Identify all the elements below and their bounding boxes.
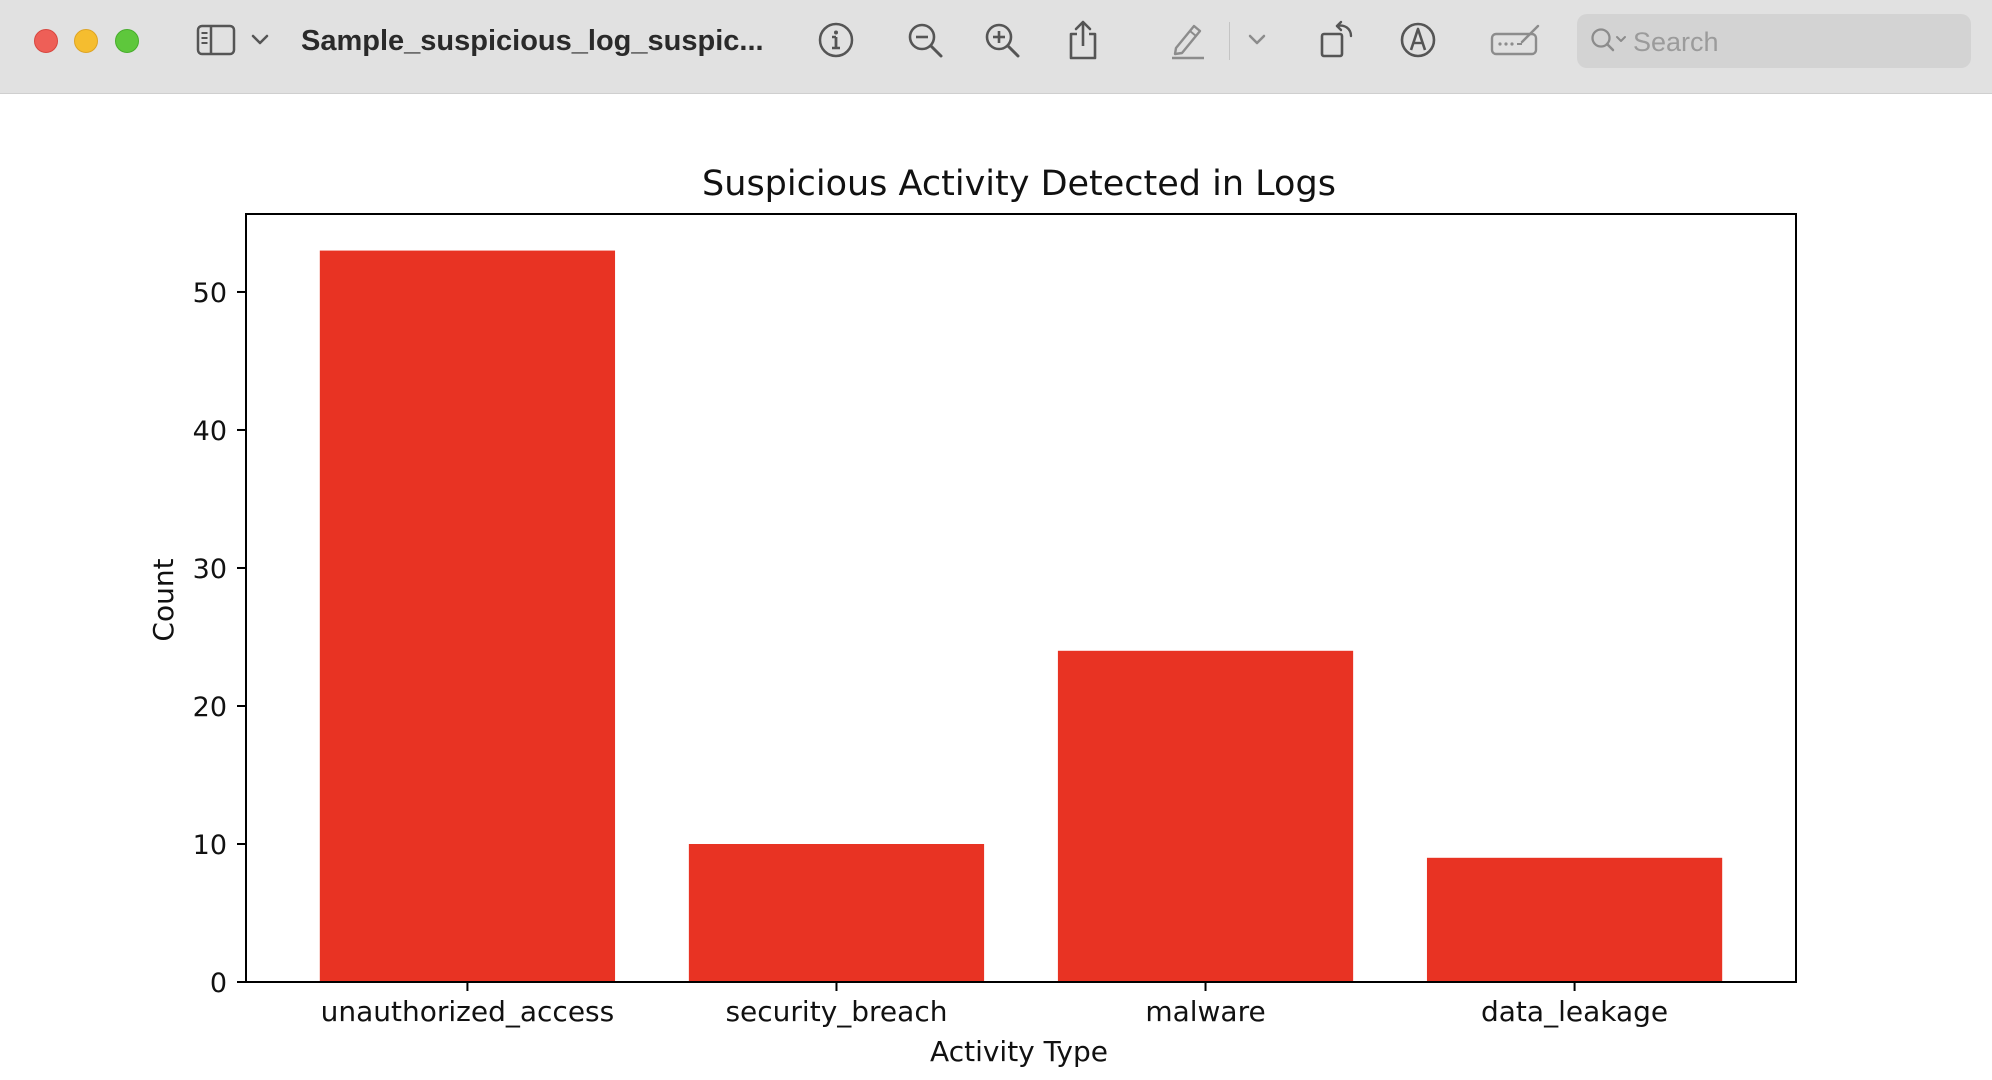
x-tick-label: unauthorized_access bbox=[321, 995, 615, 1028]
search-field[interactable] bbox=[1577, 14, 1971, 68]
close-window-button[interactable] bbox=[34, 29, 58, 53]
document-title: Sample_suspicious_log_suspic... bbox=[301, 25, 764, 57]
bar-chart: Suspicious Activity Detected in Logs 0 10… bbox=[147, 164, 1797, 1068]
x-axis-label: Activity Type bbox=[930, 1035, 1108, 1068]
share-icon[interactable] bbox=[1061, 18, 1105, 62]
y-tick-label: 30 bbox=[193, 554, 227, 585]
search-icon bbox=[1591, 28, 1626, 52]
sidebar-toggle-icon[interactable] bbox=[194, 18, 238, 62]
info-icon[interactable] bbox=[814, 18, 858, 62]
signature-icon[interactable] bbox=[1490, 18, 1542, 62]
y-tick-label: 10 bbox=[193, 830, 227, 861]
plot-frame bbox=[245, 213, 1797, 983]
x-tick-label: data_leakage bbox=[1481, 995, 1668, 1028]
sidebar-menu-chevron-down-icon[interactable] bbox=[239, 18, 281, 62]
title-toolbar: Sample_suspicious_log_suspic... bbox=[0, 0, 1992, 94]
zoom-out-icon[interactable] bbox=[903, 18, 947, 62]
y-tick-label: 0 bbox=[210, 968, 227, 999]
rotate-icon[interactable] bbox=[1315, 18, 1359, 62]
bar-unauthorized_access bbox=[319, 250, 616, 983]
highlight-pen-icon[interactable] bbox=[1166, 18, 1210, 62]
toolbar-divider bbox=[1229, 22, 1230, 60]
markup-icon[interactable] bbox=[1396, 18, 1440, 62]
y-tick-label: 50 bbox=[193, 278, 227, 309]
x-tick-label: security_breach bbox=[725, 995, 947, 1028]
y-tick-label: 40 bbox=[193, 416, 227, 447]
highlight-options-chevron-down-icon[interactable] bbox=[1236, 18, 1278, 62]
bar-security_breach bbox=[688, 843, 985, 982]
y-tick-label: 20 bbox=[193, 692, 227, 723]
zoom-window-button[interactable] bbox=[115, 29, 139, 53]
y-axis-label: Count bbox=[147, 558, 180, 641]
minimize-window-button[interactable] bbox=[74, 29, 98, 53]
x-tick-label: malware bbox=[1145, 995, 1265, 1028]
bar-malware bbox=[1057, 650, 1354, 982]
search-input[interactable] bbox=[1631, 22, 1955, 62]
document-page: Suspicious Activity Detected in Logs 0 10… bbox=[0, 95, 1992, 1080]
bar-data_leakage bbox=[1426, 857, 1723, 982]
chart-title: Suspicious Activity Detected in Logs bbox=[702, 164, 1336, 204]
zoom-in-icon[interactable] bbox=[980, 18, 1024, 62]
